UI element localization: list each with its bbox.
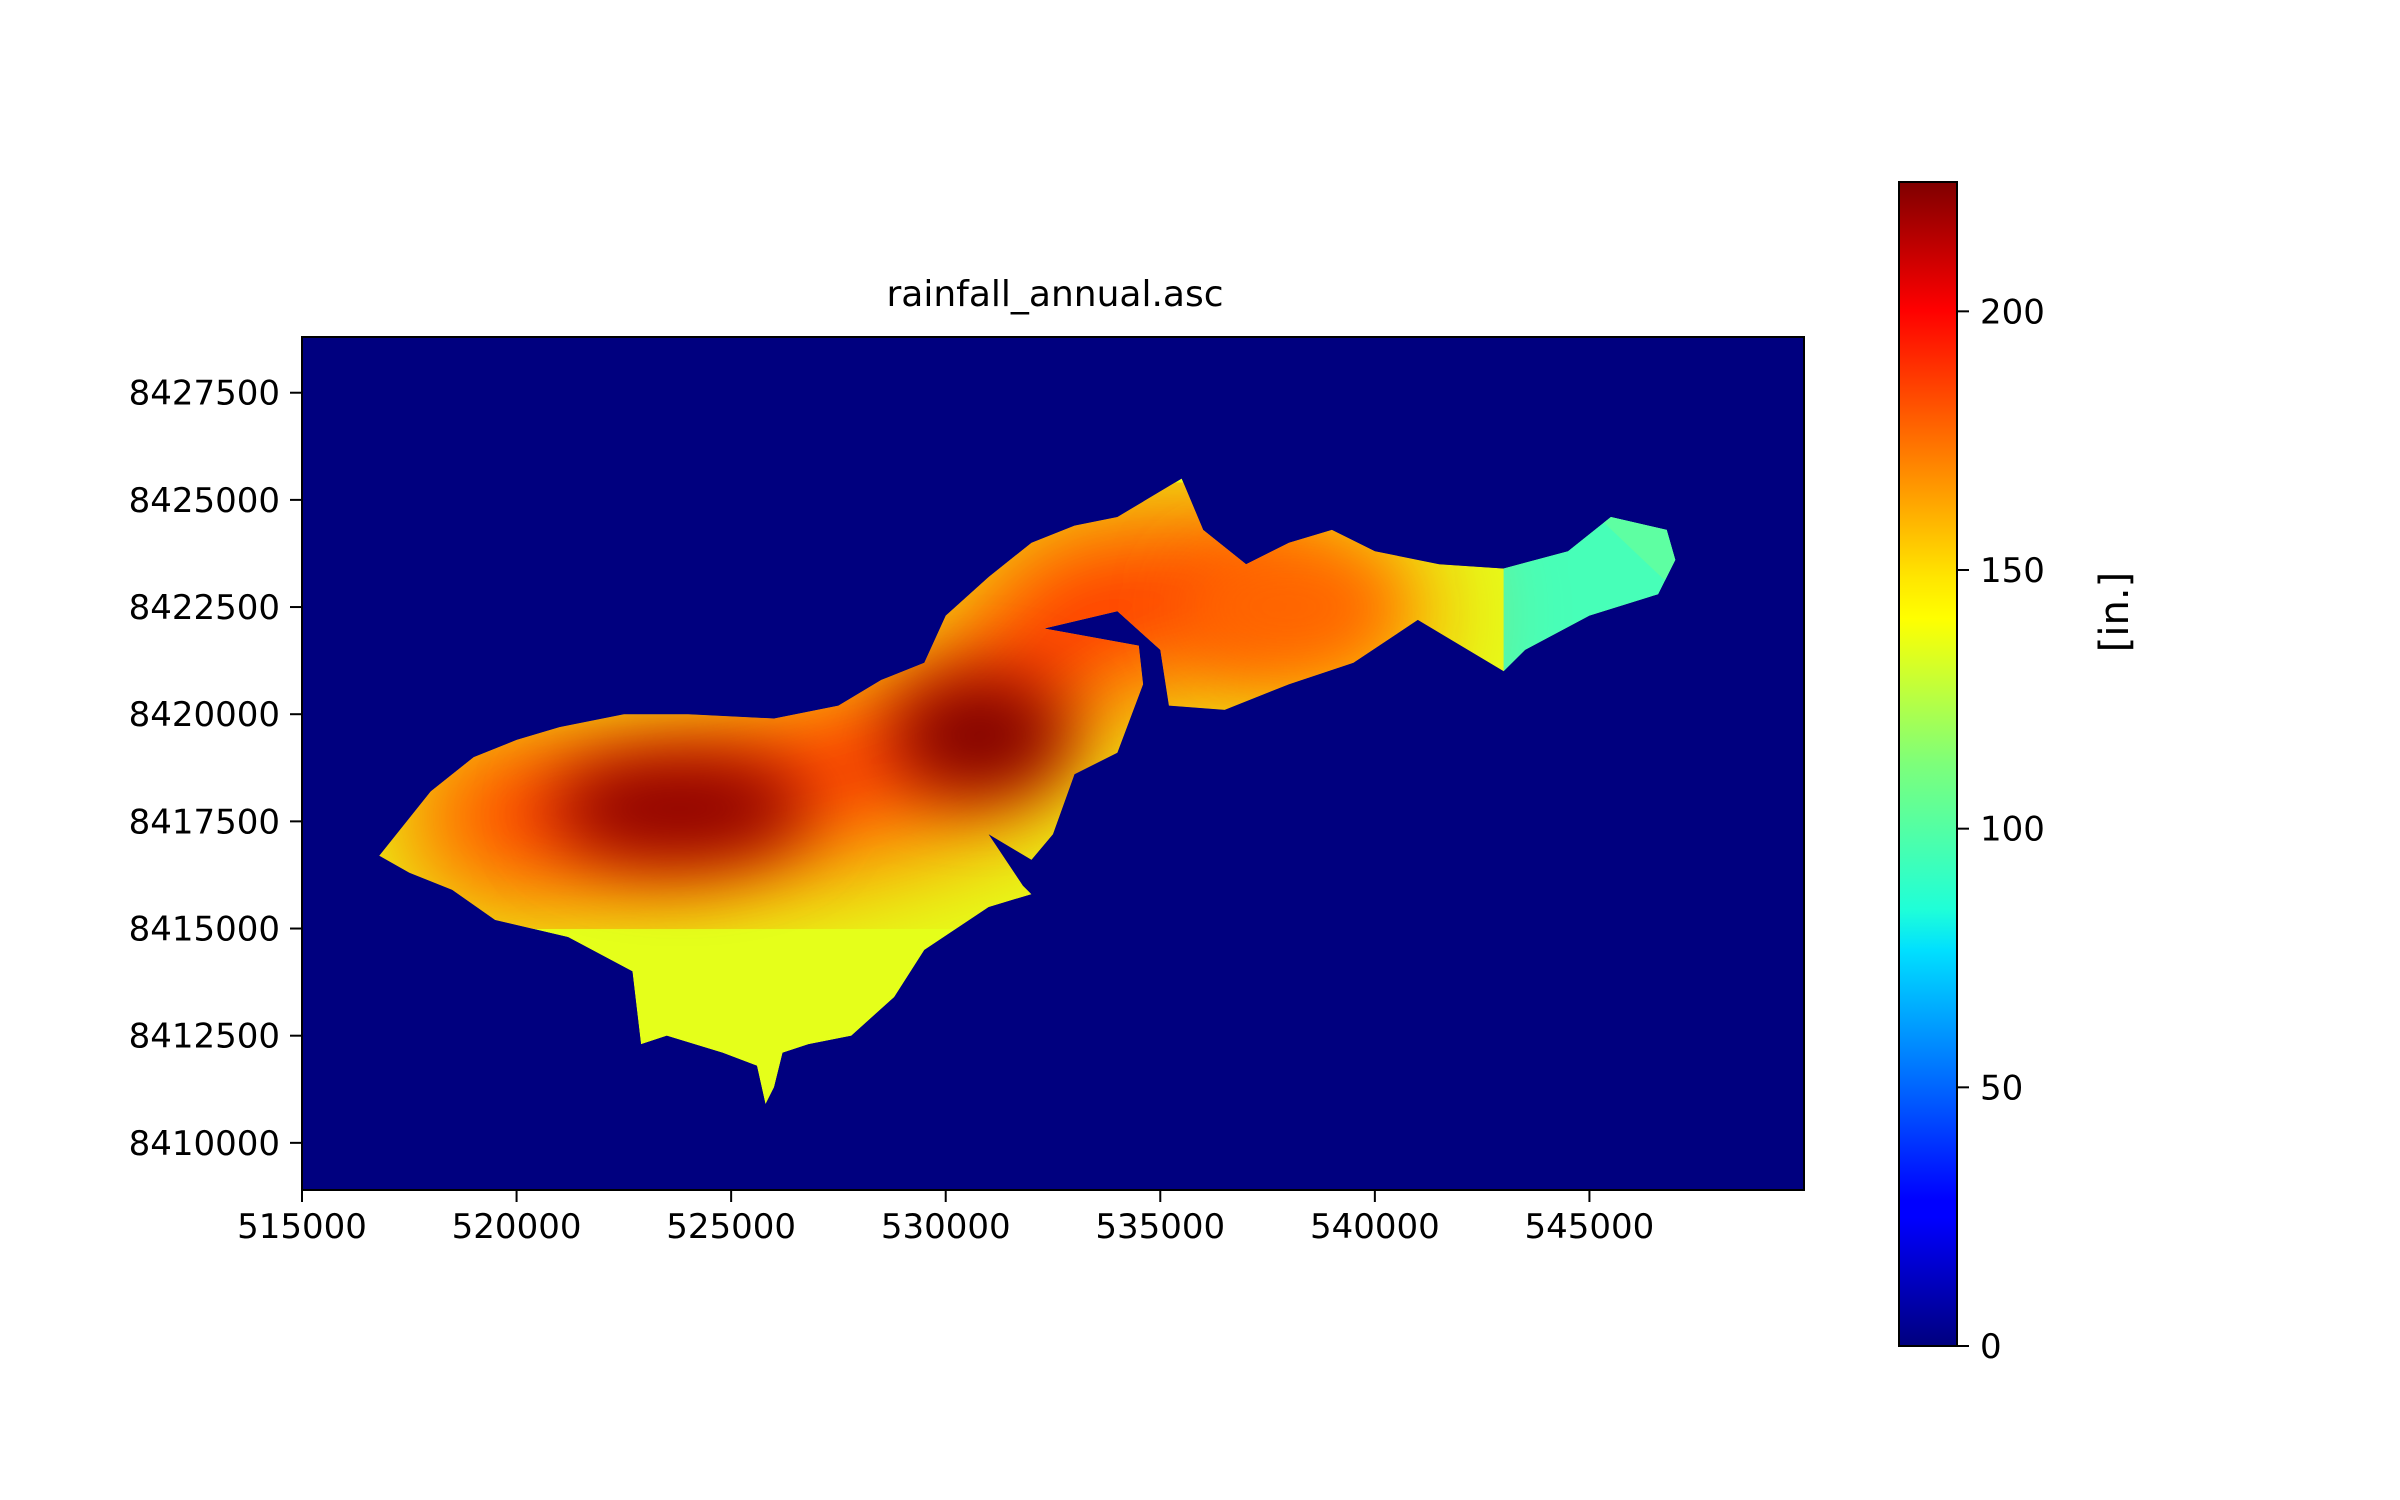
x-tick-label: 545000 bbox=[1525, 1207, 1655, 1247]
colorbar-frame bbox=[1898, 181, 1958, 1347]
x-tick-label: 530000 bbox=[881, 1207, 1011, 1247]
plot-frame bbox=[301, 336, 1805, 1191]
colorbar-tick-label: 150 bbox=[1980, 551, 2045, 591]
x-tick-label: 540000 bbox=[1310, 1207, 1440, 1247]
colorbar: 0 50 100 150 200 [in.] bbox=[1898, 181, 2138, 1367]
colorbar-gradient bbox=[1899, 182, 1957, 1346]
land-cool-patch bbox=[1598, 517, 1676, 599]
colorbar-tick-label: 0 bbox=[1980, 1327, 2002, 1367]
x-tick-label: 520000 bbox=[452, 1207, 582, 1247]
hotspot bbox=[890, 675, 1071, 796]
x-axis: 515000 520000 525000 530000 535000 540000 5450… bbox=[237, 1190, 1654, 1247]
y-axis: 8410000 8412500 8415000 8417500 8420000 84225… bbox=[129, 374, 302, 1164]
x-tick-label: 525000 bbox=[666, 1207, 796, 1247]
y-tick-label: 8415000 bbox=[129, 910, 280, 950]
hotspot bbox=[1179, 547, 1400, 668]
y-tick-label: 8412500 bbox=[129, 1017, 280, 1057]
y-tick-label: 8410000 bbox=[129, 1124, 280, 1164]
x-tick-label: 515000 bbox=[237, 1207, 367, 1247]
x-tick-label: 535000 bbox=[1095, 1207, 1225, 1247]
y-tick-label: 8417500 bbox=[129, 802, 280, 842]
colorbar-tick-label: 100 bbox=[1980, 810, 2045, 850]
colorbar-tick-label: 50 bbox=[1980, 1068, 2023, 1108]
chart-title: rainfall_annual.asc bbox=[886, 274, 1223, 315]
hotspot bbox=[549, 753, 810, 864]
colorbar-ticks: 0 50 100 150 200 bbox=[1957, 292, 2045, 1367]
land-raster bbox=[379, 478, 1676, 1105]
colorbar-label: [in.] bbox=[2092, 572, 2138, 652]
y-tick-label: 8422500 bbox=[129, 588, 280, 628]
colorbar-tick-label: 200 bbox=[1980, 292, 2045, 332]
y-tick-label: 8420000 bbox=[129, 695, 280, 735]
y-tick-label: 8427500 bbox=[129, 374, 280, 414]
plot-area bbox=[301, 336, 1805, 1191]
y-tick-label: 8425000 bbox=[129, 481, 280, 521]
hotspots bbox=[549, 547, 1400, 864]
land-clip-group bbox=[379, 478, 1676, 1105]
